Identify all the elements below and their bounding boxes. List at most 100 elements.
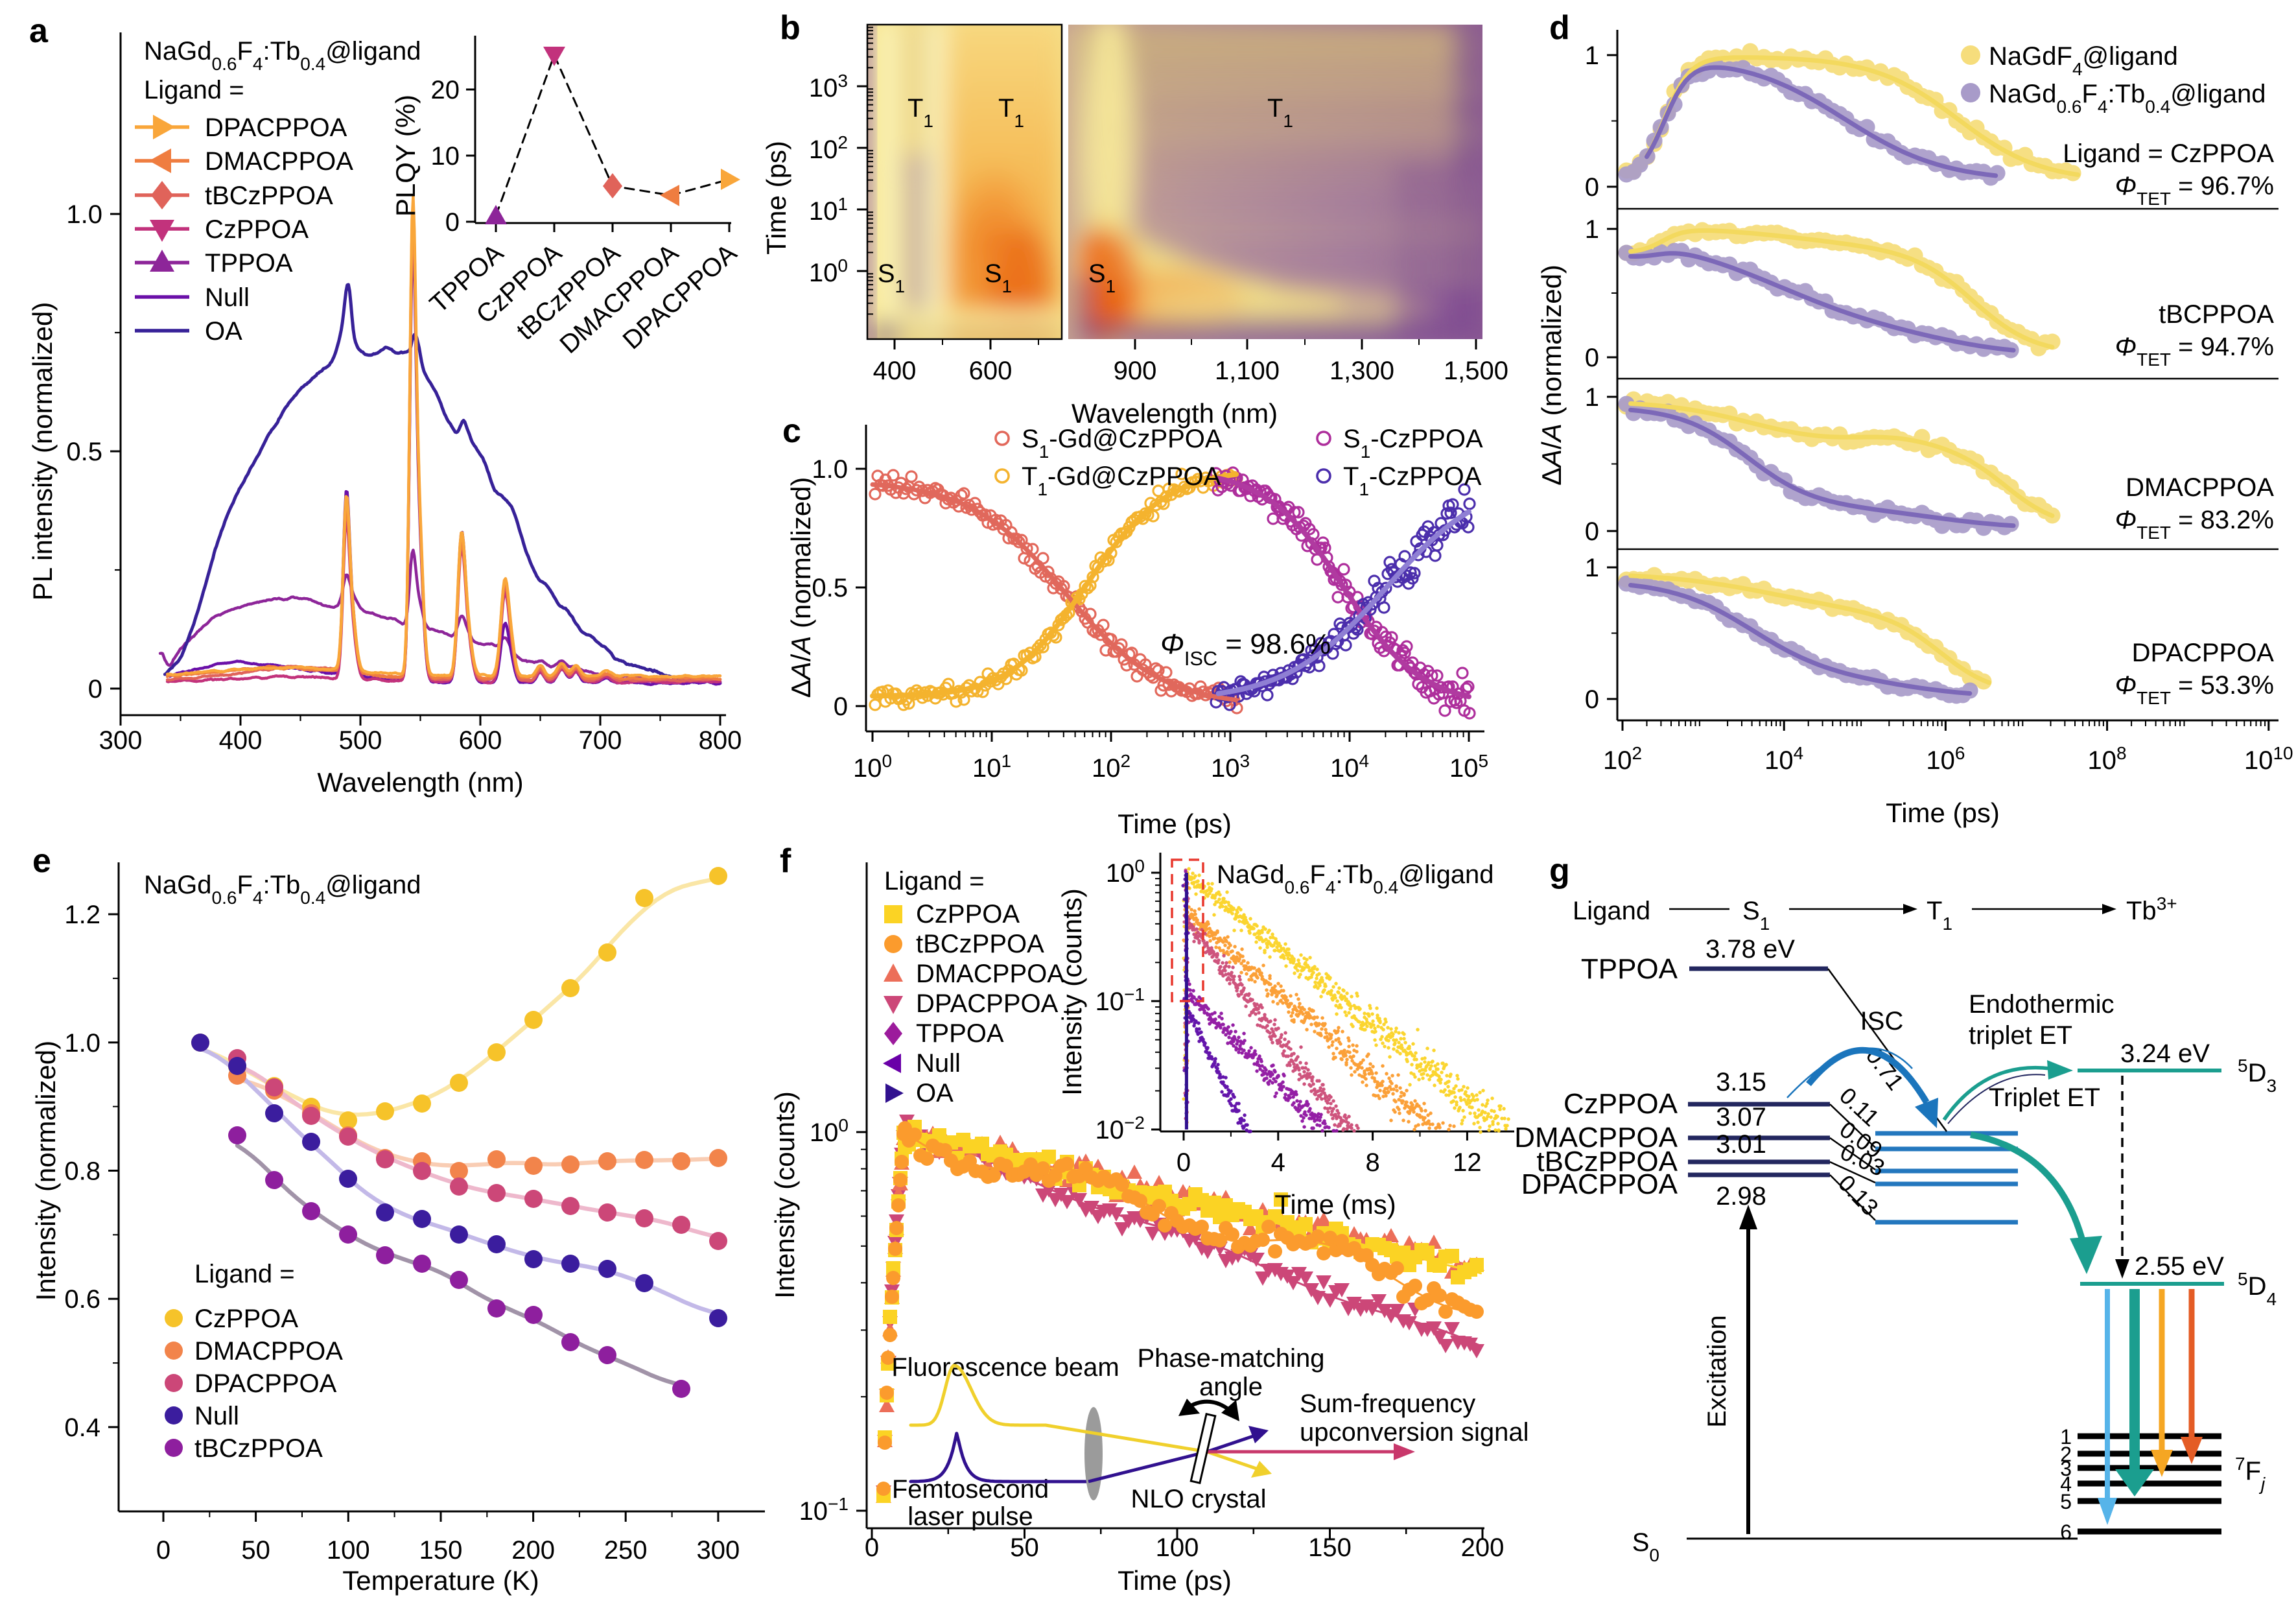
svg-text:PL intensity (normalized): PL intensity (normalized) [27,302,58,601]
svg-text:Intensity (normalized): Intensity (normalized) [30,1041,61,1301]
svg-text:PLQY (%): PLQY (%) [390,95,421,217]
svg-text:Femtosecond: Femtosecond [892,1475,1049,1504]
svg-text:300: 300 [99,726,143,755]
svg-text:Fluorescence beam: Fluorescence beam [891,1353,1119,1382]
svg-text:ΦTET = 83.2%: ΦTET = 83.2% [2115,506,2274,543]
svg-text:0: 0 [156,1536,170,1565]
svg-text:3.78 eV: 3.78 eV [1705,935,1795,964]
svg-text:triplet ET: triplet ET [1969,1021,2072,1050]
svg-text:Ligand =: Ligand = [884,867,985,895]
svg-text:10−2: 10−2 [1095,1113,1145,1145]
svg-text:CzPPOA: CzPPOA [205,215,309,244]
svg-text:3.15: 3.15 [1716,1068,1766,1096]
svg-text:b: b [780,9,801,47]
svg-text:100: 100 [1156,1533,1199,1562]
svg-text:Time (ms): Time (ms) [1274,1189,1396,1220]
svg-text:150: 150 [1308,1533,1352,1562]
svg-text:0: 0 [1585,173,1599,202]
svg-text:0: 0 [1585,517,1599,546]
svg-text:DPACPPOA: DPACPPOA [205,113,347,142]
svg-text:5: 5 [2060,1490,2072,1513]
svg-text:400: 400 [219,726,263,755]
svg-text:0.4: 0.4 [64,1413,100,1442]
svg-text:10: 10 [431,142,460,171]
svg-text:1,500: 1,500 [1444,357,1508,385]
svg-text:Temperature (K): Temperature (K) [342,1565,539,1596]
svg-text:Wavelength (nm): Wavelength (nm) [1072,398,1278,429]
svg-text:1.0: 1.0 [64,1029,100,1058]
svg-text:2: 2 [2060,1443,2072,1466]
svg-text:TPPOA: TPPOA [1581,953,1678,985]
svg-text:2.98: 2.98 [1716,1182,1766,1211]
svg-text:TPPOA: TPPOA [205,249,293,278]
svg-text:3.24 eV: 3.24 eV [2120,1039,2210,1068]
svg-text:tBCzPPOA: tBCzPPOA [1536,1146,1678,1177]
svg-text:Null: Null [916,1049,961,1078]
svg-text:4: 4 [2060,1472,2072,1496]
svg-text:12: 12 [1453,1148,1482,1177]
svg-text:1: 1 [1585,215,1599,244]
svg-text:OA: OA [916,1079,954,1107]
svg-text:0: 0 [865,1533,879,1562]
svg-text:0.8: 0.8 [64,1157,100,1186]
svg-text:DMACPPOA: DMACPPOA [2126,473,2274,502]
svg-text:500: 500 [339,726,382,755]
svg-text:DPACPPOA: DPACPPOA [2132,639,2275,667]
svg-text:1,300: 1,300 [1330,357,1394,385]
svg-text:Ligand =: Ligand = [144,76,244,104]
svg-text:DMACPPOA: DMACPPOA [916,960,1064,988]
svg-text:300: 300 [697,1536,740,1565]
svg-text:f: f [780,842,791,880]
svg-text:DPACPPOA: DPACPPOA [194,1369,337,1398]
svg-text:DMACPPOA: DMACPPOA [194,1337,343,1366]
svg-text:0.6: 0.6 [64,1285,100,1314]
svg-text:0: 0 [1177,1148,1191,1177]
svg-text:CzPPOA: CzPPOA [194,1305,298,1333]
svg-text:Excitation: Excitation [1703,1315,1731,1427]
svg-text:DPACPPOA: DPACPPOA [916,989,1059,1018]
svg-text:Ligand = CzPPOA: Ligand = CzPPOA [2063,139,2274,168]
svg-text:4: 4 [1271,1148,1285,1177]
svg-text:700: 700 [579,726,622,755]
svg-text:OA: OA [205,317,242,346]
svg-text:Tb3+: Tb3+ [2126,893,2177,926]
svg-text:200: 200 [511,1536,555,1565]
svg-text:Triplet ET: Triplet ET [1989,1083,2100,1112]
svg-text:250: 250 [604,1536,648,1565]
svg-text:0.5: 0.5 [66,438,102,466]
svg-text:8: 8 [1365,1148,1379,1177]
svg-text:Phase-matching: Phase-matching [1137,1344,1324,1373]
svg-text:1: 1 [1585,41,1599,70]
svg-text:CzPPOA: CzPPOA [1564,1088,1678,1120]
svg-text:1.0: 1.0 [66,200,102,229]
svg-text:0: 0 [88,675,102,704]
svg-text:3.01: 3.01 [1716,1130,1766,1159]
svg-text:DMACPPOA: DMACPPOA [1514,1122,1678,1153]
svg-text:0: 0 [1585,685,1599,714]
svg-text:Sum-frequency: Sum-frequency [1300,1389,1475,1418]
svg-text:Time (ps): Time (ps) [1886,798,2000,828]
svg-text:Endothermic: Endothermic [1969,990,2114,1019]
svg-text:Time (ps): Time (ps) [1118,1565,1232,1596]
svg-text:a: a [29,12,49,50]
svg-text:ISC: ISC [1860,1007,1904,1035]
svg-text:50: 50 [241,1536,270,1565]
svg-text:3.07: 3.07 [1716,1103,1766,1131]
svg-text:g: g [1549,852,1570,890]
svg-text:6: 6 [2060,1520,2072,1544]
svg-text:0.5: 0.5 [812,574,848,602]
svg-text:50: 50 [1010,1533,1039,1562]
svg-text:d: d [1549,9,1570,47]
svg-text:Intensity (counts): Intensity (counts) [1057,888,1087,1096]
svg-text:tBCzPPOA: tBCzPPOA [194,1434,323,1463]
svg-text:ΔA/A (normalized): ΔA/A (normalized) [786,477,816,698]
svg-text:400: 400 [873,357,917,385]
svg-text:3: 3 [2060,1457,2072,1480]
svg-text:150: 150 [419,1536,463,1565]
svg-text:DPACPPOA: DPACPPOA [1521,1168,1678,1200]
svg-text:800: 800 [699,726,742,755]
svg-text:CzPPOA: CzPPOA [916,900,1020,928]
svg-text:200: 200 [1461,1533,1505,1562]
svg-text:600: 600 [969,357,1013,385]
svg-text:NLO crystal: NLO crystal [1131,1485,1267,1513]
